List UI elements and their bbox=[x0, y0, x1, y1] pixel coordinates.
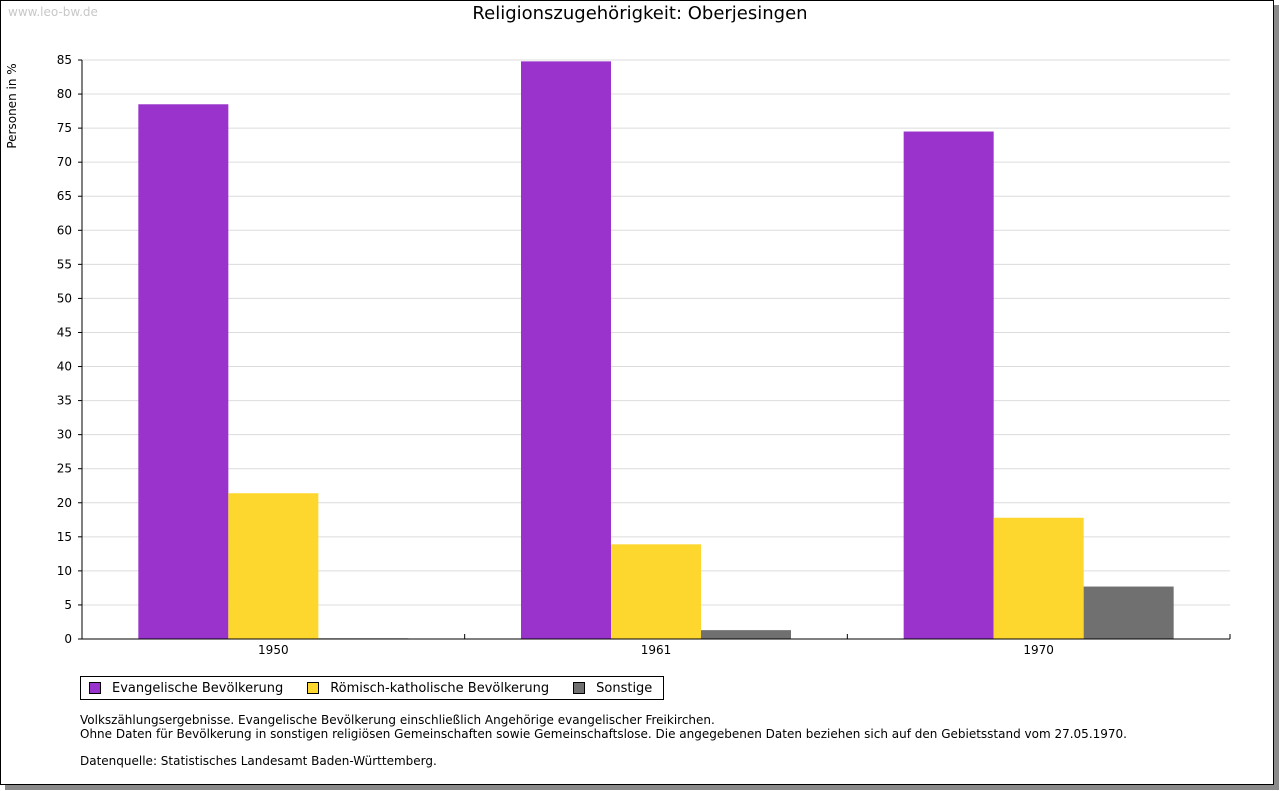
y-tick-label: 50 bbox=[57, 291, 72, 305]
legend-label: Evangelische Bevölkerung bbox=[112, 680, 284, 696]
x-tick-label: 1970 bbox=[1023, 643, 1054, 657]
y-tick-label: 35 bbox=[57, 394, 72, 408]
y-tick-label: 40 bbox=[57, 360, 72, 374]
bar bbox=[903, 131, 994, 639]
legend-item: Evangelische Bevölkerung bbox=[89, 681, 283, 696]
legend: Evangelische Bevölkerung Römisch-katholis… bbox=[80, 676, 665, 700]
y-axis-label: Personen in % bbox=[5, 63, 19, 148]
watermark: www.leo-bw.de bbox=[8, 5, 98, 19]
bar bbox=[521, 61, 611, 639]
bar bbox=[993, 517, 1084, 639]
y-tick-label: 10 bbox=[57, 564, 72, 578]
y-tick-label: 15 bbox=[57, 530, 72, 544]
legend-item: Römisch-katholische Bevölkerung bbox=[307, 681, 549, 696]
y-tick-label: 65 bbox=[57, 189, 72, 203]
chart-title: Religionszugehörigkeit: Oberjesingen bbox=[472, 3, 808, 24]
chart-plot: 0 5 10 15 20 25 30 35 40 45 50 55 60 65 70 75 80 85 1950 19… bbox=[5, 53, 1231, 657]
note-source: Datenquelle: Statistisches Landesamt Bad… bbox=[80, 754, 437, 768]
y-tick-label: 5 bbox=[64, 598, 72, 612]
y-tick-label: 0 bbox=[64, 632, 72, 646]
y-tick-label: 20 bbox=[57, 496, 72, 510]
y-tick-label: 25 bbox=[57, 462, 72, 476]
y-tick-label: 70 bbox=[57, 155, 72, 169]
y-tick-label: 45 bbox=[57, 325, 72, 339]
y-tick-label: 60 bbox=[57, 223, 72, 237]
legend-swatch bbox=[89, 682, 101, 694]
legend-item: Sonstige bbox=[573, 681, 652, 696]
bar bbox=[228, 493, 319, 639]
bar bbox=[701, 630, 791, 639]
legend-swatch bbox=[307, 682, 320, 694]
legend-label: Sonstige bbox=[596, 680, 653, 696]
note-line-1: Volkszählungsergebnisse. Evangelische Be… bbox=[80, 713, 715, 727]
y-tick-label: 75 bbox=[57, 121, 72, 135]
y-tick-label: 55 bbox=[57, 257, 72, 271]
legend-swatch bbox=[573, 682, 586, 694]
y-tick-label: 30 bbox=[57, 428, 72, 442]
legend-label: Römisch-katholische Bevölkerung bbox=[330, 680, 550, 696]
bar bbox=[138, 104, 229, 639]
chart-notes: Volkszählungsergebnisse. Evangelische Be… bbox=[80, 713, 1127, 768]
y-tick-label: 80 bbox=[57, 87, 72, 101]
bar bbox=[1083, 586, 1174, 639]
bar bbox=[611, 544, 701, 639]
x-tick-label: 1950 bbox=[258, 643, 289, 657]
note-line-2: Ohne Daten für Bevölkerung in sonstigen … bbox=[80, 727, 1127, 741]
y-tick-label: 85 bbox=[57, 53, 72, 67]
x-tick-label: 1961 bbox=[641, 643, 672, 657]
